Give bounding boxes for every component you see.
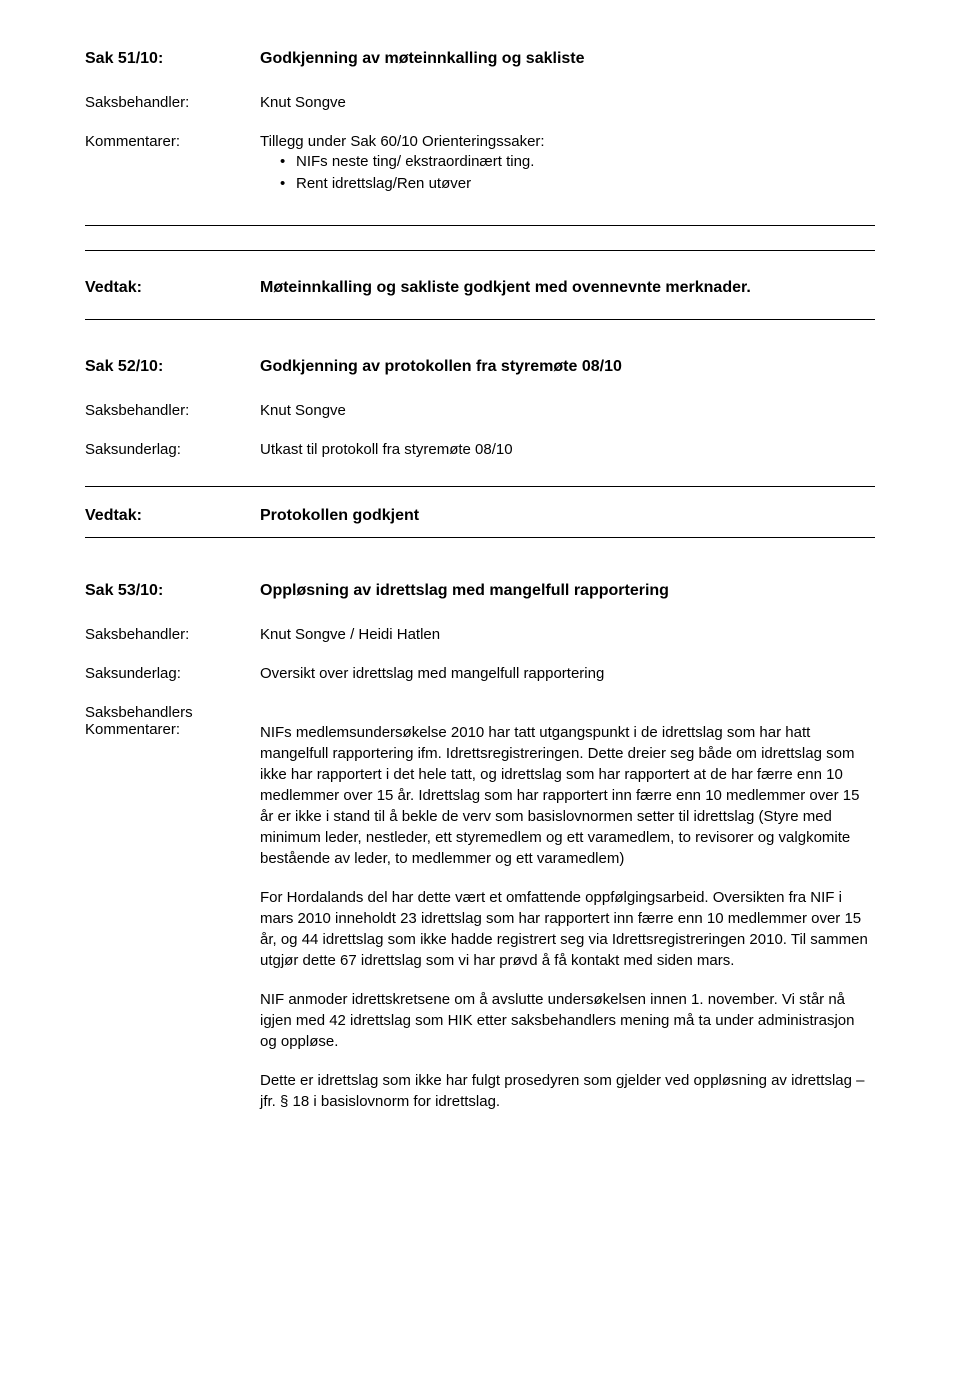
saksbehandlers-label: Saksbehandlers Kommentarer: (85, 704, 260, 738)
sak-52-section: Sak 52/10: Godkjenning av protokollen fr… (85, 358, 875, 458)
comment-paragraph: NIF anmoder idrettskretsene om å avslutt… (260, 989, 875, 1052)
sak-52-saksbehandler-row: Saksbehandler: Knut Songve (85, 402, 875, 419)
saksunderlag-label: Saksunderlag: (85, 665, 260, 682)
sak-51-kommentarer-row: Kommentarer: Tillegg under Sak 60/10 Ori… (85, 133, 875, 197)
saksunderlag-value: Oversikt over idrettslag med mangelfull … (260, 665, 875, 682)
sak-53-title: Oppløsning av idrettslag med mangelfull … (260, 582, 875, 600)
kommentarer-intro: Tillegg under Sak 60/10 Orienteringssake… (260, 133, 545, 150)
saksunderlag-value: Utkast til protokoll fra styremøte 08/10 (260, 441, 875, 458)
sak-53-saksunderlag-row: Saksunderlag: Oversikt over idrettslag m… (85, 665, 875, 682)
sak-52-number: Sak 52/10: (85, 358, 260, 376)
vedtak-value: Møteinnkalling og sakliste godkjent med … (260, 279, 875, 297)
comment-paragraph: NIFs medlemsundersøkelse 2010 har tatt u… (260, 722, 875, 869)
saksbehandlers-label-line2: Kommentarer: (85, 721, 180, 738)
divider (85, 319, 875, 320)
bullet-item: NIFs neste ting/ ekstraordinært ting. (280, 152, 875, 172)
vedtak-label: Vedtak: (85, 507, 260, 525)
sak-51-header-row: Sak 51/10: Godkjenning av møteinnkalling… (85, 50, 875, 68)
bullet-item: Rent idrettslag/Ren utøver (280, 174, 875, 194)
sak-53-number: Sak 53/10: (85, 582, 260, 600)
saksbehandler-value: Knut Songve (260, 402, 875, 419)
sak-52-title: Godkjenning av protokollen fra styremøte… (260, 358, 875, 376)
comment-paragraph: For Hordalands del har dette vært et omf… (260, 887, 875, 971)
sak-51-number: Sak 51/10: (85, 50, 260, 68)
saksunderlag-label: Saksunderlag: (85, 441, 260, 458)
kommentarer-body: NIFs medlemsundersøkelse 2010 har tatt u… (260, 704, 875, 1112)
kommentarer-bullets: NIFs neste ting/ ekstraordinært ting. Re… (260, 152, 875, 195)
vedtak-value: Protokollen godkjent (260, 507, 875, 525)
sak-52-saksunderlag-row: Saksunderlag: Utkast til protokoll fra s… (85, 441, 875, 458)
saksbehandler-value: Knut Songve / Heidi Hatlen (260, 626, 875, 643)
vedtak-label: Vedtak: (85, 279, 260, 297)
sak-52-vedtak-row: Vedtak: Protokollen godkjent (85, 507, 875, 525)
saksbehandler-value: Knut Songve (260, 94, 875, 111)
sak-53-header-row: Sak 53/10: Oppløsning av idrettslag med … (85, 582, 875, 600)
divider (85, 225, 875, 251)
sak-53-section: Sak 53/10: Oppløsning av idrettslag med … (85, 582, 875, 1112)
sak-51-saksbehandler-row: Saksbehandler: Knut Songve (85, 94, 875, 111)
divider (85, 537, 875, 538)
sak-53-saksbehandler-row: Saksbehandler: Knut Songve / Heidi Hatle… (85, 626, 875, 643)
saksbehandler-label: Saksbehandler: (85, 94, 260, 111)
kommentarer-label: Kommentarer: (85, 133, 260, 150)
sak-51-section: Sak 51/10: Godkjenning av møteinnkalling… (85, 50, 875, 197)
sak-53-kommentarer-row: Saksbehandlers Kommentarer: NIFs medlems… (85, 704, 875, 1112)
sak-51-vedtak-row: Vedtak: Møteinnkalling og sakliste godkj… (85, 279, 875, 297)
saksbehandlers-label-line1: Saksbehandlers (85, 704, 193, 721)
kommentarer-content: Tillegg under Sak 60/10 Orienteringssake… (260, 133, 875, 197)
sak-52-header-row: Sak 52/10: Godkjenning av protokollen fr… (85, 358, 875, 376)
saksbehandler-label: Saksbehandler: (85, 626, 260, 643)
saksbehandler-label: Saksbehandler: (85, 402, 260, 419)
comment-paragraph: Dette er idrettslag som ikke har fulgt p… (260, 1070, 875, 1112)
sak-51-title: Godkjenning av møteinnkalling og saklist… (260, 50, 875, 68)
divider (85, 486, 875, 487)
